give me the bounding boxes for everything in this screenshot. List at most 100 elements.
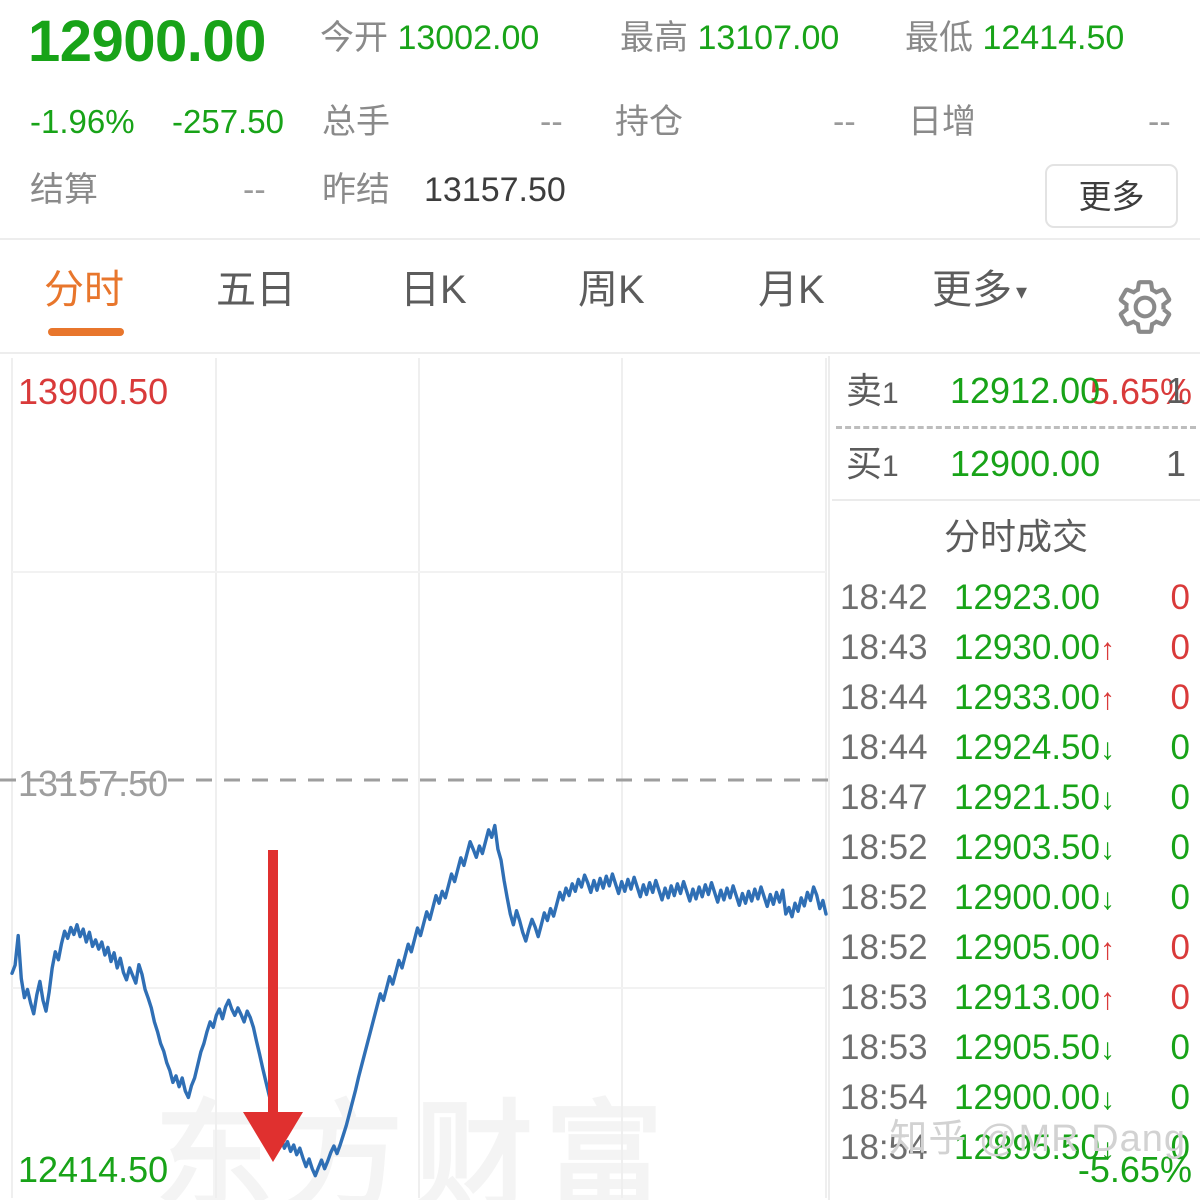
orderbook-buy1-volume: 1 [1165,443,1186,484]
low-point-arrow-annotation [243,850,303,1162]
trade-volume: 0 [1170,1128,1190,1167]
quote-header: 12900.00 今开 13002.00 最高 13107.00 最低 1241… [0,0,1200,240]
tab-more[interactable]: 更多 ▾ [932,262,1027,320]
intraday-chart[interactable]: 东方财富 [0,356,830,1200]
chart-canvas [0,358,828,1198]
trade-volume: 0 [1170,828,1190,867]
side-panel: 卖1 12912.00 1 买1 12900.00 1 分时成交 18:42 12… [832,356,1200,1200]
orderbook-row-sell1[interactable]: 卖1 12912.00 1 [832,356,1200,426]
tab-active-underline [48,328,124,336]
more-button[interactable]: 更多 [1045,164,1178,228]
gear-icon[interactable] [1114,276,1176,338]
arrow-down-icon: ↓ [1099,883,1115,916]
arrow-up-icon: ↑ [1099,983,1115,1016]
tab-wuri[interactable]: 五日 [216,268,296,312]
trade-price: 12921.50↓ [954,778,1115,817]
chart-label-high: 13900.50 [18,371,169,412]
quote-label-openinterest: 持仓 [615,103,683,141]
arrow-down-icon: ↓ [1099,833,1115,866]
trade-row[interactable]: 18:54 12900.00↓ 0 [832,1073,1200,1123]
quote-label-settlement: 结算 [30,171,98,209]
trades-section-title: 分时成交 [943,516,1088,557]
trade-row[interactable]: 18:53 12913.00↑ 0 [832,973,1200,1023]
arrow-up-icon: ↑ [1099,633,1115,666]
trade-price: 12900.00↓ [954,878,1115,917]
quote-value-settlement: -- [243,171,266,209]
change-value: -257.50 [172,103,284,140]
trade-row[interactable]: 18:43 12930.00↑ 0 [832,623,1200,673]
header-row-2: -1.96% -257.50 总手 -- 持仓 -- 日增 -- [0,86,1200,158]
tab-fenshi[interactable]: 分时 [44,268,124,312]
trade-time: 18:52 [840,878,928,917]
trade-volume: 0 [1170,1028,1190,1067]
trade-volume: 0 [1170,1078,1190,1117]
arrow-down-icon: ↓ [1099,1083,1115,1116]
quote-label-volume: 总手 [322,103,390,141]
trade-price: 12923.00 [954,578,1100,617]
quote-value-high: 13107.00 [697,19,840,57]
quote-value-volume: -- [540,103,563,141]
arrow-down-icon: ↓ [1099,783,1115,816]
tab-rik[interactable]: 日K [400,268,467,312]
quote-value-open: 13002.00 [397,19,540,57]
trade-volume: 0 [1170,928,1190,967]
quote-value-low: 12414.50 [982,19,1125,57]
trade-row[interactable]: 18:44 12924.50↓ 0 [832,723,1200,773]
trade-time: 18:44 [840,678,928,717]
orderbook-sell1-price: 12912.00 [950,370,1101,411]
quote-label-low: 最低 [905,19,973,57]
trade-list[interactable]: 18:42 12923.00 0 18:43 12930.00↑ 0 18:44 12933.… [832,573,1200,1173]
quote-label-open: 今开 [320,19,388,57]
trade-time: 18:53 [840,1028,928,1067]
chart-label-low-percent: -5.65% [1077,1149,1192,1190]
quote-label-prevsettlement: 昨结 [322,171,390,209]
trade-row[interactable]: 18:54 12895.50↓ 0 [832,1123,1200,1173]
trade-price: 12913.00↑ [954,978,1115,1017]
quote-label-high: 最高 [620,19,688,57]
trade-time: 18:54 [840,1128,928,1167]
trade-volume: 0 [1170,978,1190,1017]
trade-volume: 0 [1170,878,1190,917]
zhihu-watermark: 知乎 @MR Dang [889,1118,1186,1160]
trade-time: 18:43 [840,628,928,667]
trade-time: 18:47 [840,778,928,817]
chart-watermark: 东方财富 [155,1092,676,1200]
trade-time: 18:53 [840,978,928,1017]
trade-time: 18:52 [840,828,928,867]
trade-volume: 0 [1170,578,1190,617]
trade-row[interactable]: 18:44 12933.00↑ 0 [832,673,1200,723]
change-percent: -1.96% [30,103,135,140]
trade-row[interactable]: 18:52 12903.50↓ 0 [832,823,1200,873]
trade-row[interactable]: 18:52 12905.00↑ 0 [832,923,1200,973]
trade-volume: 0 [1170,628,1190,667]
orderbook-buy1-price: 12900.00 [950,443,1101,484]
trade-price: 12905.50↓ [954,1028,1115,1067]
price-polyline [10,823,828,1178]
trade-price: 12905.00↑ [954,928,1115,967]
orderbook-buy1-label: 买1 [846,443,899,484]
trade-row[interactable]: 18:53 12905.50↓ 0 [832,1023,1200,1073]
chart-label-reference: 13157.50 [18,763,169,804]
trade-row[interactable]: 18:52 12900.00↓ 0 [832,873,1200,923]
quote-value-prevsettlement: 13157.50 [424,171,566,209]
orderbook-row-buy1[interactable]: 买1 12900.00 1 [832,429,1200,499]
trade-time: 18:42 [840,578,928,617]
orderbook-divider [836,426,1196,429]
trade-price: 12933.00↑ [954,678,1115,717]
orderbook-bottom-divider [832,499,1200,501]
header-row-1: 12900.00 今开 13002.00 最高 13107.00 最低 1241… [0,0,1200,86]
tab-yuek[interactable]: 月K [758,268,825,312]
trade-price: 12924.50↓ [954,728,1115,767]
trade-row[interactable]: 18:47 12921.50↓ 0 [832,773,1200,823]
trade-price: 12895.50↓ [954,1128,1115,1167]
chart-gridlines [11,358,827,1198]
orderbook-sell1-volume: 1 [1165,370,1186,411]
chart-tab-bar: 分时 五日 日K 周K 月K 更多 ▾ [0,242,1200,354]
arrow-down-icon: ↓ [1099,1033,1115,1066]
trade-price: 12900.00↓ [954,1078,1115,1117]
chart-label-low: 12414.50 [18,1149,169,1190]
arrow-up-icon: ↑ [1099,933,1115,966]
tab-zhouk[interactable]: 周K [578,268,645,312]
quote-label-dailyincrease: 日增 [908,103,976,141]
trade-row[interactable]: 18:42 12923.00 0 [832,573,1200,623]
